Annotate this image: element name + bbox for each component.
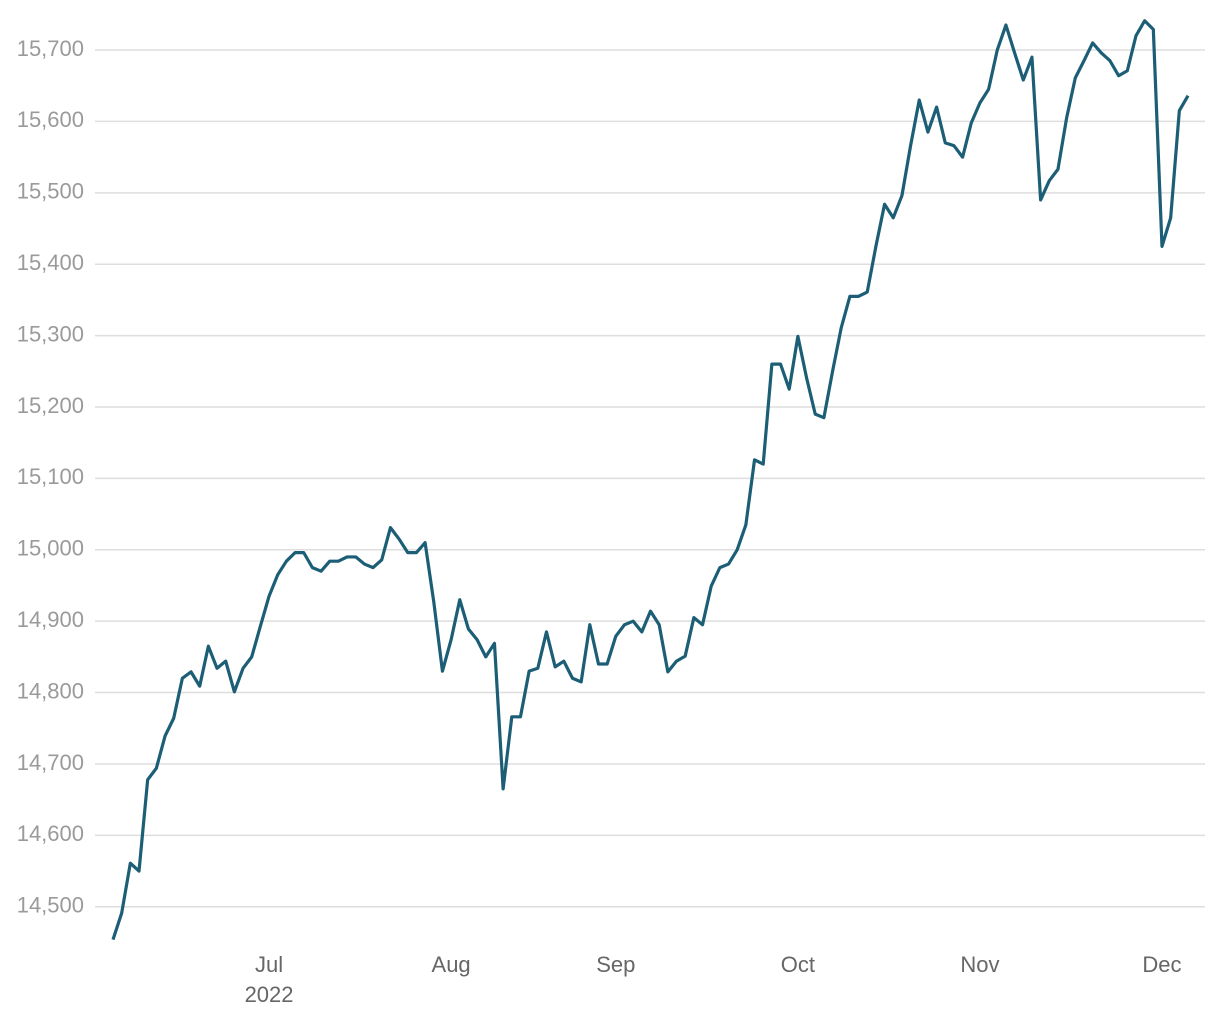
x-tick-label: Jul	[255, 952, 283, 977]
y-tick-label: 14,900	[17, 607, 84, 632]
y-tick-label: 15,700	[17, 36, 84, 61]
x-tick-label: Sep	[596, 952, 635, 977]
data-line	[111, 19, 1190, 941]
x-tick-label: Dec	[1142, 952, 1181, 977]
x-tick-label: Oct	[781, 952, 815, 977]
y-tick-label: 15,600	[17, 107, 84, 132]
y-tick-label: 15,100	[17, 464, 84, 489]
y-tick-label: 14,700	[17, 750, 84, 775]
y-tick-label: 14,600	[17, 821, 84, 846]
y-tick-label: 15,000	[17, 536, 84, 561]
y-tick-label: 15,500	[17, 179, 84, 204]
x-tick-label: Aug	[432, 952, 471, 977]
y-tick-label: 14,800	[17, 678, 84, 703]
y-tick-label: 15,300	[17, 321, 84, 346]
x-year-label: 2022	[245, 982, 294, 1007]
y-tick-label: 15,400	[17, 250, 84, 275]
y-tick-label: 14,500	[17, 893, 84, 918]
x-tick-label: Nov	[960, 952, 999, 977]
y-tick-label: 15,200	[17, 393, 84, 418]
